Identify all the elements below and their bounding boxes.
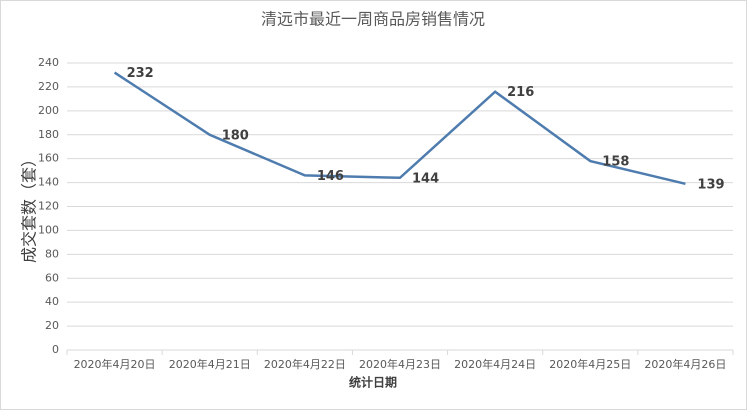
y-tick-label: 160 — [38, 152, 59, 165]
y-tick-label: 240 — [38, 56, 59, 69]
x-tick-label: 2020年4月20日 — [74, 357, 156, 371]
x-tick-label: 2020年4月24日 — [454, 357, 536, 371]
x-tick-label: 2020年4月26日 — [644, 357, 726, 371]
x-tick-label: 2020年4月23日 — [359, 357, 441, 371]
data-label: 180 — [222, 128, 249, 143]
chart-title: 清远市最近一周商品房销售情况 — [261, 10, 485, 29]
data-label: 144 — [412, 171, 439, 186]
y-tick-label: 220 — [38, 80, 59, 93]
y-axis-label: 成交套数（套） — [20, 151, 39, 263]
x-tick-label: 2020年4月22日 — [264, 357, 346, 371]
y-tick-label: 20 — [45, 319, 59, 332]
data-label: 146 — [317, 169, 344, 184]
y-tick-label: 200 — [38, 104, 59, 117]
y-tick-label: 100 — [38, 223, 59, 236]
y-tick-label: 60 — [45, 271, 59, 284]
y-tick-label: 80 — [45, 247, 59, 260]
y-tick-label: 140 — [38, 176, 59, 189]
data-label: 232 — [127, 66, 154, 81]
y-tick-label: 120 — [38, 200, 59, 213]
y-tick-label: 40 — [45, 295, 59, 308]
data-label: 139 — [697, 177, 724, 192]
data-line — [113, 71, 686, 185]
data-label: 158 — [602, 155, 629, 170]
x-axis-label: 统计日期 — [349, 375, 397, 390]
data-label: 216 — [507, 85, 534, 100]
y-tick-label: 0 — [52, 343, 59, 356]
y-tick-label: 180 — [38, 128, 59, 141]
x-tick-label: 2020年4月21日 — [169, 357, 251, 371]
x-tick-label: 2020年4月25日 — [549, 357, 631, 371]
